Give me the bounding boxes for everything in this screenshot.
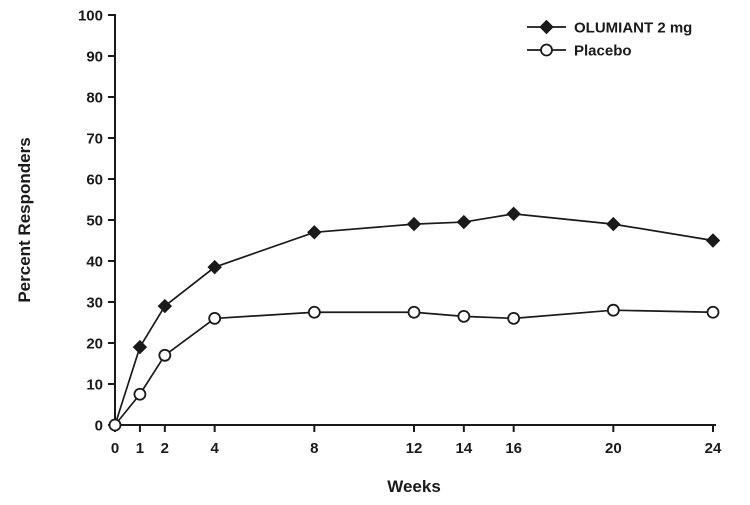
filled-diamond-marker-icon xyxy=(606,216,621,232)
filled-diamond-marker-icon xyxy=(705,233,721,248)
legend: OLUMIANT 2 mg Placebo xyxy=(527,20,692,60)
open-circle-marker-icon xyxy=(133,387,147,401)
x-tick-label: 16 xyxy=(505,440,522,457)
y-tick-label: 90 xyxy=(86,49,103,66)
series-line xyxy=(114,212,714,426)
filled-diamond-marker-icon xyxy=(406,216,422,232)
filled-diamond-marker-icon xyxy=(132,339,148,355)
legend-row: Placebo xyxy=(527,43,632,60)
y-tick-label: 10 xyxy=(86,377,103,394)
filled-diamond-marker-icon xyxy=(307,225,322,240)
x-axis-label: Weeks xyxy=(387,477,441,496)
y-tick-label: 60 xyxy=(86,172,103,189)
filled-diamond-marker-icon xyxy=(539,19,554,35)
series-olumiant-2-mg xyxy=(107,206,721,433)
legend-label: Placebo xyxy=(574,43,632,60)
open-circle-marker-icon xyxy=(158,348,172,362)
y-tick-label: 20 xyxy=(86,336,103,353)
series-line xyxy=(114,309,714,426)
x-tick-label: 8 xyxy=(310,440,318,457)
x-tick-label: 14 xyxy=(455,440,472,457)
legend-row: OLUMIANT 2 mg xyxy=(527,20,692,37)
open-circle-marker-icon xyxy=(307,305,321,319)
open-circle-marker-icon xyxy=(407,305,421,319)
y-tick-label: 30 xyxy=(86,295,103,312)
y-tick-label: 0 xyxy=(95,418,103,435)
open-circle-marker-icon xyxy=(606,303,620,317)
open-circle-marker-icon xyxy=(507,311,521,325)
open-circle-marker-icon xyxy=(706,305,720,319)
y-tick-label: 80 xyxy=(86,90,103,107)
y-tick-label: 100 xyxy=(78,8,103,25)
open-circle-marker-icon xyxy=(457,309,471,323)
open-circle-marker-icon xyxy=(108,418,122,432)
y-tick-label: 50 xyxy=(86,213,103,230)
series-placebo xyxy=(108,303,720,432)
y-axis-label: Percent Responders xyxy=(15,137,34,302)
legend-label: OLUMIANT 2 mg xyxy=(574,20,692,37)
x-tick-label: 12 xyxy=(406,440,423,457)
y-tick-label: 40 xyxy=(86,254,103,271)
y-tick-label: 70 xyxy=(86,131,103,148)
x-tick-label: 0 xyxy=(111,440,119,457)
x-tick-label: 4 xyxy=(210,440,219,457)
x-tick-label: 20 xyxy=(605,440,622,457)
open-circle-marker-icon xyxy=(540,43,553,57)
filled-diamond-marker-icon xyxy=(207,259,222,275)
x-tick-label: 24 xyxy=(705,440,722,457)
x-tick-label: 2 xyxy=(161,440,169,457)
filled-diamond-marker-icon xyxy=(456,214,472,230)
filled-diamond-marker-icon xyxy=(506,206,521,222)
open-circle-marker-icon xyxy=(208,311,222,325)
x-tick-label: 1 xyxy=(136,440,144,457)
filled-diamond-marker-icon xyxy=(157,298,173,314)
